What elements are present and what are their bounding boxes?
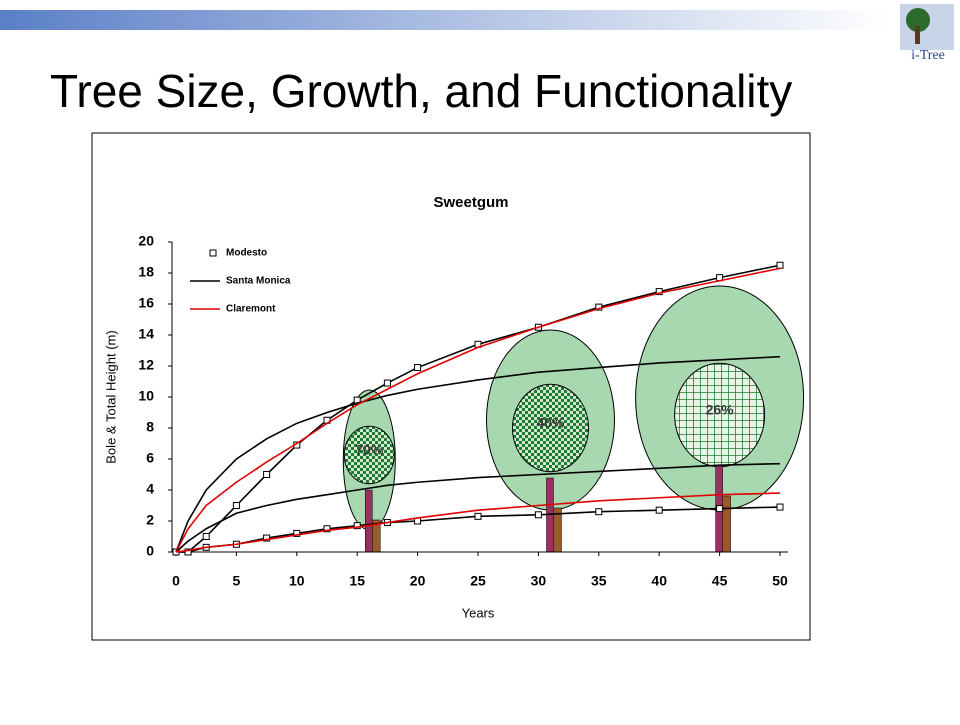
header-bar <box>0 10 890 30</box>
legend-label: Santa Monica <box>226 276 291 287</box>
y-tick-label: 20 <box>138 233 154 249</box>
series-marker <box>293 529 301 537</box>
series-marker <box>263 471 271 478</box>
y-tick-label: 10 <box>138 388 154 404</box>
series-marker <box>716 505 724 513</box>
series-marker <box>414 364 422 372</box>
slide-title: Tree Size, Growth, and Functionality <box>50 65 792 117</box>
annotation: 26% <box>706 402 735 418</box>
series-marker <box>655 288 663 296</box>
legend-label: Modesto <box>226 248 267 259</box>
series-marker <box>776 503 784 511</box>
series-line <box>175 492 781 553</box>
x-tick-label: 5 <box>233 573 241 589</box>
chart-title: Sweetgum <box>433 194 508 211</box>
series-marker <box>184 548 192 556</box>
x-tick-label: 10 <box>289 573 305 589</box>
x-tick-label: 50 <box>772 573 788 589</box>
logo-text: i-Tree <box>911 48 945 63</box>
series-marker <box>202 533 210 540</box>
series-marker <box>323 525 331 533</box>
x-tick-label: 30 <box>531 573 547 589</box>
legend-marker <box>209 249 217 257</box>
y-tick-label: 18 <box>138 264 154 280</box>
y-tick-label: 14 <box>138 326 154 342</box>
x-tick-label: 40 <box>651 573 667 589</box>
tree-trunk-base <box>721 495 731 553</box>
y-tick-label: 6 <box>146 450 154 466</box>
annotation: 70% <box>355 442 384 458</box>
series-marker <box>776 261 784 269</box>
y-tick-label: 4 <box>146 481 154 497</box>
legend-label: Claremont <box>226 304 276 315</box>
series-marker <box>383 379 391 387</box>
series-marker <box>534 511 542 519</box>
y-tick-label: 8 <box>146 419 154 435</box>
tree-inner-crown <box>511 383 589 473</box>
x-tick-label: 20 <box>410 573 426 589</box>
x-tick-label: 0 <box>172 573 180 589</box>
x-tick-label: 25 <box>470 573 486 589</box>
y-tick-label: 12 <box>138 357 154 373</box>
series-marker <box>655 506 663 514</box>
series-line <box>175 462 781 553</box>
series-marker <box>595 508 603 516</box>
logo: i-Tree <box>900 4 954 63</box>
x-tick-label: 45 <box>712 573 728 589</box>
series-marker <box>263 534 271 542</box>
x-tick-label: 35 <box>591 573 607 589</box>
annotation: 40% <box>536 415 565 431</box>
y-tick-label: 2 <box>146 512 154 528</box>
series-line <box>175 267 781 553</box>
y-tick-label: 16 <box>138 295 154 311</box>
tree-inner-crown <box>343 425 395 485</box>
series-marker <box>232 502 240 509</box>
series-line <box>175 355 781 553</box>
series-marker <box>474 512 482 520</box>
series-marker <box>353 522 361 530</box>
y-axis-label: Bole & Total Height (m) <box>103 330 118 463</box>
tree-trunk <box>365 489 373 553</box>
y-tick-label: 0 <box>146 543 154 559</box>
x-axis-label: Years <box>462 605 495 620</box>
x-tick-label: 15 <box>349 573 365 589</box>
